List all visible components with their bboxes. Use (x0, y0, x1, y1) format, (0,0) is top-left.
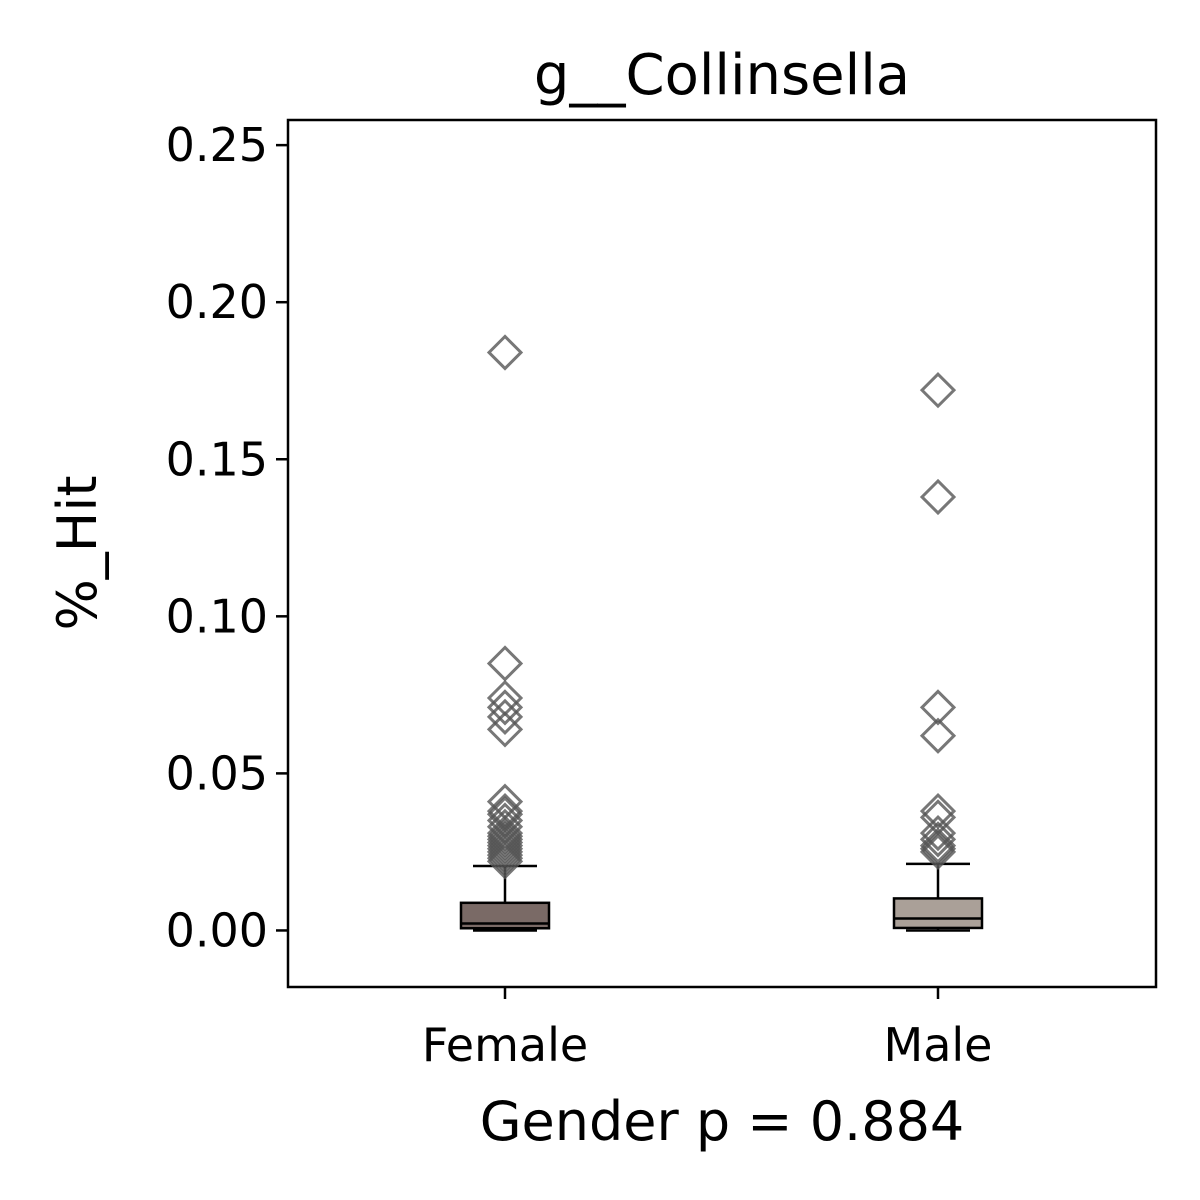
outlier-point (486, 679, 524, 717)
y-tick-label: 0.25 (166, 118, 268, 172)
outlier-point (919, 830, 957, 867)
outlier-point (486, 836, 524, 874)
chart-title: g__Collinsella (534, 43, 910, 108)
outlier-point (919, 372, 957, 409)
outlier-point (919, 833, 957, 871)
box-female (459, 334, 551, 932)
outlier-point (919, 814, 957, 852)
outlier-point (486, 334, 524, 371)
y-tick-label: 0.05 (166, 746, 268, 800)
outlier-point (486, 840, 524, 877)
outlier-point (486, 833, 524, 871)
box-male (892, 372, 984, 932)
x-tick-label: Male (884, 1018, 993, 1072)
outlier-point (919, 478, 957, 516)
x-tick-label: Female (422, 1018, 588, 1072)
y-tick-label: 0.00 (166, 903, 268, 957)
outlier-point (919, 792, 957, 830)
y-tick-label: 0.10 (166, 589, 268, 643)
outlier-point (486, 814, 524, 852)
outlier-point (486, 830, 524, 867)
outlier-point (486, 698, 524, 735)
x-axis: Female Male (422, 987, 993, 1072)
outlier-point (486, 824, 524, 861)
x-axis-label: Gender p = 0.884 (480, 1090, 965, 1153)
outlier-point (486, 689, 524, 726)
y-axis: 0.00 0.05 0.10 0.15 0.20 0.25 (166, 118, 288, 957)
outlier-point (486, 843, 524, 880)
outlier-point (486, 821, 524, 858)
plot-area (459, 334, 984, 932)
outlier-point (486, 827, 524, 864)
y-tick-label: 0.20 (166, 275, 268, 329)
outlier-point (486, 711, 524, 748)
y-axis-label: %_Hit (46, 475, 109, 630)
outlier-point (486, 645, 524, 682)
iqr-box (892, 897, 984, 930)
outlier-point (919, 821, 957, 858)
outlier-point (919, 689, 957, 726)
plot-frame (286, 118, 1158, 989)
outlier-point (486, 818, 524, 855)
y-tick-label: 0.15 (166, 432, 268, 486)
outlier-point (919, 717, 957, 754)
outlier-point (919, 827, 957, 864)
